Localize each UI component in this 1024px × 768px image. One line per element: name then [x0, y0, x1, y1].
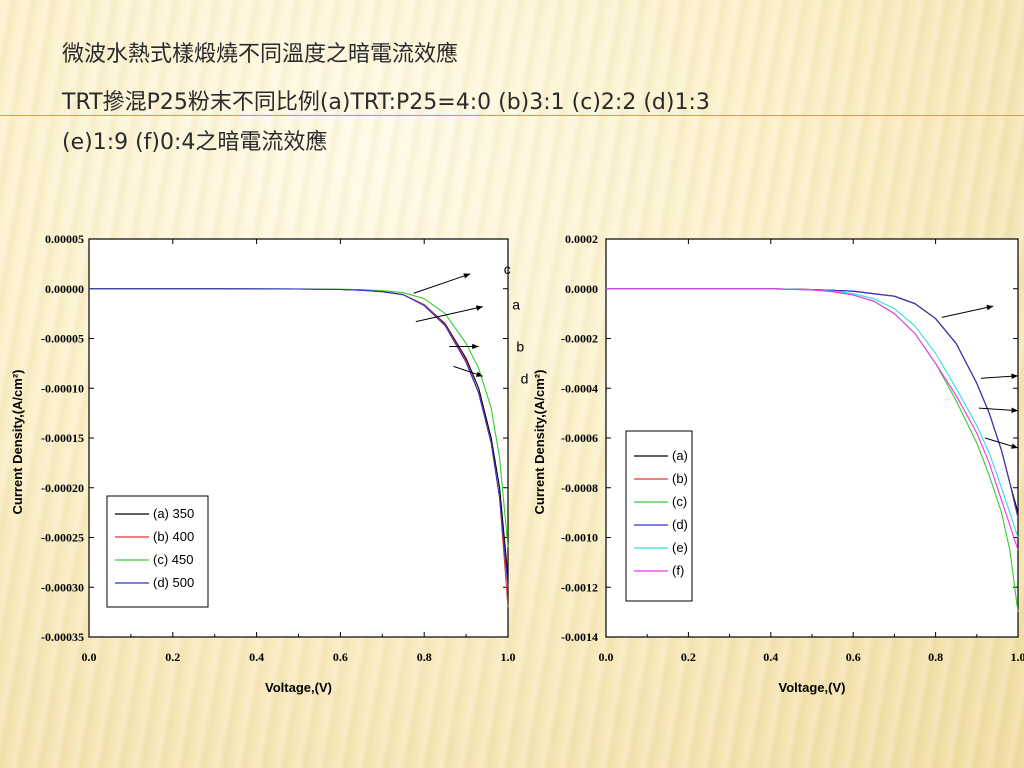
y-tick-label: -0.00005	[41, 332, 84, 346]
annotation-arrow-head	[1011, 443, 1018, 449]
legend-entry: (c)	[672, 494, 687, 509]
curve-annotation: b	[516, 338, 524, 354]
y-tick-label: 0.00000	[45, 282, 84, 296]
x-tick-label: 0.2	[165, 650, 180, 664]
y-tick-label: 0.0002	[565, 232, 598, 246]
annotation-arrow-head	[1011, 373, 1018, 379]
y-tick-label: -0.0002	[561, 332, 598, 346]
y-tick-label: -0.00015	[41, 431, 84, 445]
x-tick-label: 0.4	[763, 650, 778, 664]
series-line-4	[89, 288, 509, 588]
legend-entry: (d)	[672, 517, 688, 532]
x-tick-label: 0.6	[333, 650, 348, 664]
annotation-arrow-line	[415, 306, 483, 323]
annotation-arrow-head	[1011, 407, 1018, 413]
y-tick-label: -0.00030	[41, 580, 84, 594]
y-tick-label: -0.00010	[41, 381, 84, 395]
x-tick-label: 0.6	[846, 650, 861, 664]
x-tick-label: 0.4	[249, 650, 264, 664]
y-tick-label: -0.0014	[561, 630, 598, 644]
annotation-arrow-head	[475, 305, 483, 311]
annotation-arrow-head	[472, 343, 479, 350]
y-tick-label: -0.0012	[561, 580, 598, 594]
y-tick-label: -0.0006	[561, 431, 598, 445]
legend-entry: (b) 400	[153, 529, 194, 544]
x-tick-label: 0.2	[681, 650, 696, 664]
x-tick-label: 0.0	[82, 650, 97, 664]
legend-entry: (a)	[672, 448, 688, 463]
y-axis-label: Current Density,(A/cm²)	[532, 370, 547, 515]
x-tick-label: 1.0	[501, 650, 516, 664]
x-axis-label: Voltage,(V)	[779, 680, 846, 695]
annotation-arrow-head	[463, 273, 471, 279]
curve-annotation: a	[512, 297, 520, 313]
y-tick-label: -0.0010	[561, 531, 598, 545]
legend-entry: (c) 450	[153, 552, 193, 567]
annotation-arrow-line	[413, 273, 471, 294]
annotation-arrow-head	[475, 371, 483, 377]
x-tick-label: 0.0	[599, 650, 614, 664]
y-tick-label: -0.0004	[561, 381, 598, 395]
legend-box	[625, 430, 693, 602]
slide-title-line-2: TRT摻混P25粉末不同比例(a)TRT:P25=4:0 (b)3:1 (c)2…	[62, 90, 710, 115]
y-tick-label: -0.00020	[41, 481, 84, 495]
legend-entry: (d) 500	[153, 575, 194, 590]
x-tick-label: 1.0	[1011, 650, 1024, 664]
annotation-arrow-line	[941, 305, 994, 318]
y-tick-label: -0.0008	[561, 481, 598, 495]
legend-entry: (f)	[672, 563, 684, 578]
slide-title-line-3: (e)1:9 (f)0:4之暗電流效應	[62, 130, 328, 155]
y-tick-label: -0.00025	[41, 531, 84, 545]
slide-title-line-1: 微波水熱式樣煅燒不同溫度之暗電流效應	[62, 42, 459, 67]
legend-entry: (b)	[672, 471, 688, 486]
x-tick-label: 0.8	[928, 650, 943, 664]
y-tick-label: 0.0000	[565, 282, 598, 296]
title-divider	[0, 115, 1024, 116]
curve-annotation: c	[504, 261, 511, 277]
curve-annotation: d	[521, 370, 529, 386]
annotation-arrow-head	[986, 304, 994, 311]
x-tick-label: 0.8	[417, 650, 432, 664]
series-line-6	[606, 288, 1019, 551]
y-tick-label: -0.00035	[41, 630, 84, 644]
annotation-arrow-line	[978, 407, 1019, 412]
x-axis-label: Voltage,(V)	[265, 680, 332, 695]
legend-entry: (a) 350	[153, 506, 194, 521]
y-tick-label: 0.00005	[45, 232, 84, 246]
legend-entry: (e)	[672, 540, 688, 555]
y-axis-label: Current Density,(A/cm²)	[10, 370, 25, 515]
